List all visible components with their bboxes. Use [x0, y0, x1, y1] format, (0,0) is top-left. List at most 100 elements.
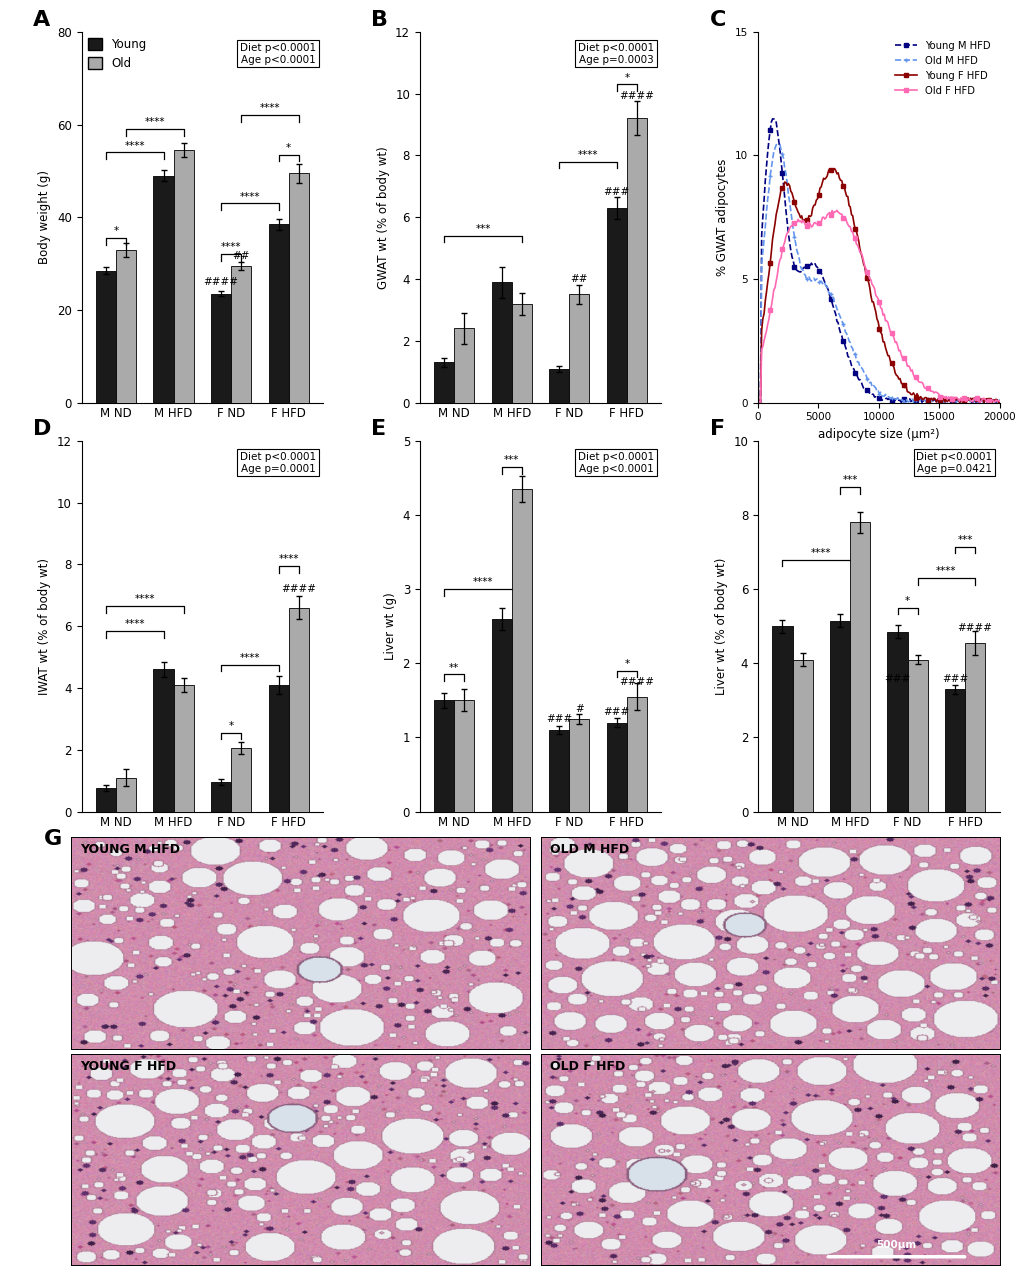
- Y-axis label: Liver wt (% of body wt): Liver wt (% of body wt): [714, 557, 728, 695]
- Y-axis label: % GWAT adipocytes: % GWAT adipocytes: [715, 158, 729, 276]
- Bar: [231, 748, 251, 812]
- Text: ###: ###: [941, 674, 967, 684]
- Text: 500μm: 500μm: [875, 1241, 916, 1250]
- Bar: [153, 670, 173, 812]
- Text: G: G: [44, 828, 62, 849]
- Bar: [434, 363, 453, 403]
- Y-axis label: Liver wt (g): Liver wt (g): [384, 592, 396, 661]
- Text: ****: ****: [473, 578, 493, 588]
- Bar: [627, 119, 646, 403]
- Text: ###: ###: [545, 714, 572, 725]
- Bar: [434, 700, 453, 812]
- Text: ****: ****: [124, 619, 145, 629]
- Bar: [569, 718, 589, 812]
- Legend: Young M HFD, Old M HFD, Young F HFD, Old F HFD: Young M HFD, Old M HFD, Young F HFD, Old…: [891, 37, 994, 100]
- Text: *: *: [624, 73, 629, 83]
- Bar: [964, 643, 984, 812]
- Text: ***: ***: [842, 475, 857, 486]
- Bar: [173, 150, 194, 403]
- Text: OLD F HFD: OLD F HFD: [550, 1061, 625, 1074]
- Text: ****: ****: [577, 150, 598, 160]
- Text: *: *: [285, 143, 291, 153]
- Bar: [627, 697, 646, 812]
- Y-axis label: GWAT wt (% of body wt): GWAT wt (% of body wt): [376, 146, 389, 289]
- Text: A: A: [34, 10, 51, 29]
- Bar: [96, 789, 116, 812]
- Bar: [792, 659, 812, 812]
- Bar: [548, 730, 569, 812]
- Bar: [907, 659, 927, 812]
- Text: ####: ####: [619, 92, 654, 101]
- Bar: [453, 328, 474, 403]
- Bar: [887, 631, 907, 812]
- Text: ****: ****: [124, 141, 145, 151]
- Text: YOUNG F HFD: YOUNG F HFD: [81, 1061, 176, 1074]
- Text: YOUNG M HFD: YOUNG M HFD: [81, 843, 180, 856]
- Bar: [512, 304, 532, 403]
- Y-axis label: IWAT wt (% of body wt): IWAT wt (% of body wt): [39, 557, 51, 695]
- Text: ####: ####: [204, 277, 238, 286]
- Bar: [944, 689, 964, 812]
- X-axis label: adipocyte size (μm²): adipocyte size (μm²): [817, 428, 938, 441]
- Bar: [288, 174, 309, 403]
- Text: Diet p<0.0001
Age p<0.0001: Diet p<0.0001 Age p<0.0001: [239, 43, 316, 65]
- Text: *: *: [113, 226, 118, 236]
- Bar: [512, 489, 532, 812]
- Bar: [829, 621, 849, 812]
- Text: ***: ***: [503, 455, 519, 465]
- Text: ###: ###: [603, 707, 630, 717]
- Bar: [268, 224, 288, 403]
- Text: B: B: [371, 10, 388, 29]
- Y-axis label: Body weight (g): Body weight (g): [39, 170, 51, 265]
- Bar: [548, 368, 569, 403]
- Bar: [569, 294, 589, 403]
- Bar: [211, 294, 231, 403]
- Text: ###: ###: [603, 187, 630, 197]
- Text: D: D: [34, 419, 52, 438]
- Bar: [268, 685, 288, 812]
- Bar: [771, 626, 792, 812]
- Bar: [116, 777, 137, 812]
- Text: ##: ##: [570, 273, 588, 284]
- Text: ****: ****: [145, 118, 165, 128]
- Bar: [849, 523, 869, 812]
- Text: *: *: [624, 659, 629, 668]
- Bar: [173, 685, 194, 812]
- Bar: [116, 249, 137, 403]
- Text: F: F: [709, 419, 725, 438]
- Text: ####: ####: [619, 677, 654, 688]
- Bar: [606, 208, 627, 403]
- Text: ****: ****: [810, 548, 830, 557]
- Bar: [231, 266, 251, 403]
- Text: ***: ***: [957, 534, 972, 544]
- Bar: [288, 607, 309, 812]
- Text: ****: ****: [135, 594, 155, 604]
- Text: C: C: [709, 10, 726, 29]
- Bar: [606, 722, 627, 812]
- Bar: [96, 271, 116, 403]
- Text: ####: ####: [957, 622, 991, 633]
- Text: Diet p<0.0001
Age p<0.0001: Diet p<0.0001 Age p<0.0001: [578, 452, 653, 474]
- Text: ####: ####: [281, 584, 316, 594]
- Text: ****: ****: [935, 566, 956, 576]
- Bar: [491, 619, 512, 812]
- Text: ***: ***: [475, 224, 490, 234]
- Text: ****: ****: [278, 555, 299, 564]
- Text: ****: ****: [260, 104, 280, 114]
- Text: ###: ###: [883, 674, 910, 684]
- Text: ****: ****: [239, 653, 260, 663]
- Text: Diet p<0.0001
Age p=0.0001: Diet p<0.0001 Age p=0.0001: [239, 452, 316, 474]
- Text: ##: ##: [232, 252, 250, 261]
- Text: **: **: [448, 662, 459, 672]
- Text: #: #: [575, 704, 583, 713]
- Text: E: E: [371, 419, 386, 438]
- Text: ****: ****: [221, 243, 242, 253]
- Text: Diet p<0.0001
Age p=0.0003: Diet p<0.0001 Age p=0.0003: [578, 43, 653, 65]
- Legend: Young, Old: Young, Old: [88, 38, 146, 70]
- Bar: [453, 700, 474, 812]
- Text: OLD M HFD: OLD M HFD: [550, 843, 629, 856]
- Text: *: *: [228, 721, 233, 731]
- Text: ****: ****: [239, 192, 260, 202]
- Bar: [153, 175, 173, 403]
- Bar: [211, 782, 231, 812]
